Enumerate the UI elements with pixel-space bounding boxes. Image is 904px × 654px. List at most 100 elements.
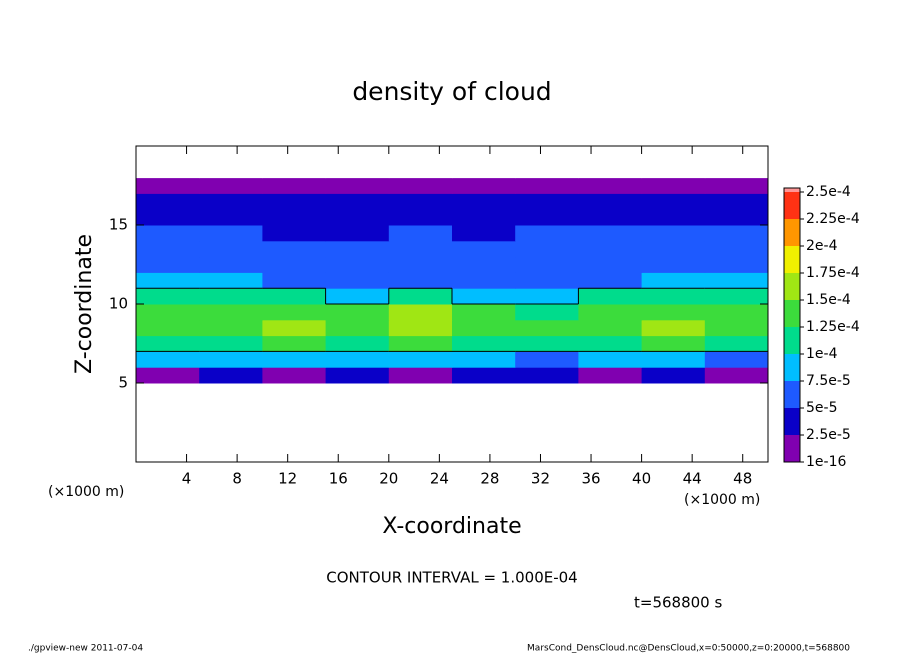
heat-cell — [199, 304, 263, 321]
heat-cell — [388, 351, 453, 368]
colorbar-band — [784, 435, 800, 462]
heat-cell — [515, 304, 579, 321]
heat-cell — [325, 414, 390, 431]
heat-cell — [199, 430, 263, 447]
heat-cell — [515, 146, 579, 163]
heat-cell — [136, 319, 200, 337]
heat-cell — [136, 146, 200, 163]
heat-cell — [452, 209, 516, 226]
colorbar-label: 2.5e-4 — [806, 184, 851, 200]
x-axis-label: X-coordinate — [382, 514, 521, 539]
heat-cell — [388, 146, 453, 163]
heat-cell — [388, 177, 453, 194]
heat-cell — [578, 177, 643, 194]
heat-cell — [515, 335, 579, 352]
heat-cell — [199, 161, 263, 179]
colorbar-band — [784, 219, 800, 246]
heat-cell — [452, 383, 516, 400]
heat-cell — [515, 209, 579, 226]
heat-cell — [452, 256, 516, 273]
x-tick-label: 44 — [683, 470, 702, 488]
x-unit: (×1000 m) — [684, 492, 760, 508]
heat-cell — [704, 398, 769, 416]
heat-cell — [515, 288, 579, 305]
x-tick-label: 48 — [733, 470, 752, 488]
heat-cell — [641, 335, 706, 352]
heat-cell — [578, 304, 643, 321]
heat-cell — [452, 161, 516, 179]
heat-cell — [325, 367, 390, 384]
heat-cell — [199, 367, 263, 384]
heat-cell — [704, 177, 769, 194]
heat-cell — [452, 304, 516, 321]
heat-cell — [136, 367, 200, 384]
heat-cell — [136, 398, 200, 416]
heat-cell — [704, 446, 769, 463]
colorbar-band — [784, 188, 800, 192]
heat-cell — [641, 209, 706, 226]
colorbar-label: 1.25e-4 — [806, 319, 860, 335]
footer-right: MarsCond_DensCloud.nc@DensCloud,x=0:5000… — [527, 644, 850, 654]
colorbar-label: 2e-4 — [806, 238, 838, 254]
heat-cell — [515, 383, 579, 400]
colorbar-label: 1e-4 — [806, 346, 838, 362]
heat-cell — [641, 367, 706, 384]
heat-cell — [704, 430, 769, 447]
heat-cell — [136, 446, 200, 463]
heat-cell — [578, 414, 643, 431]
heat-cell — [388, 383, 453, 400]
heat-cell — [388, 225, 453, 242]
heat-cell — [325, 256, 390, 273]
heat-cell — [388, 319, 453, 337]
heat-cell — [641, 256, 706, 273]
x-tick-label: 40 — [632, 470, 651, 488]
x-tick-label: 4 — [182, 470, 192, 488]
heat-cell — [388, 335, 453, 352]
colorbar-frame — [783, 187, 801, 463]
y-axis-label: Z-coordinate — [72, 234, 97, 374]
heat-cell — [704, 225, 769, 242]
heat-cell — [452, 193, 516, 210]
heat-cell — [515, 398, 579, 416]
heat-cell — [704, 414, 769, 431]
heat-cell — [262, 446, 327, 463]
colorbar-label: 7.5e-5 — [806, 373, 851, 389]
heat-cell — [452, 398, 516, 416]
heat-cell — [704, 288, 769, 305]
heat-cell — [578, 225, 643, 242]
heat-cell — [388, 272, 453, 289]
heat-cell — [578, 209, 643, 226]
heat-cell — [704, 319, 769, 337]
heat-cell — [578, 240, 643, 258]
heat-cell — [325, 225, 390, 242]
heat-cell — [641, 288, 706, 305]
heat-cell — [325, 193, 390, 210]
heat-cell — [641, 446, 706, 463]
heat-cell — [325, 304, 390, 321]
heat-cell — [641, 304, 706, 321]
x-tick-label: 32 — [531, 470, 550, 488]
heat-cell — [325, 177, 390, 194]
heat-cell — [199, 146, 263, 163]
colorbar-label: 1.75e-4 — [806, 265, 860, 281]
heat-cell — [325, 146, 390, 163]
heat-cell — [641, 177, 706, 194]
heat-cell — [325, 240, 390, 258]
heat-cell — [325, 446, 390, 463]
heat-cell — [704, 272, 769, 289]
colorbar-label: 2.5e-5 — [806, 427, 851, 443]
heat-cell — [199, 414, 263, 431]
heat-cell — [641, 146, 706, 163]
heat-cell — [704, 367, 769, 384]
heat-cell — [578, 383, 643, 400]
heat-cell — [136, 193, 200, 210]
heat-cell — [578, 288, 643, 305]
heat-cell — [578, 319, 643, 337]
heat-cell — [704, 351, 769, 368]
heat-cell — [578, 367, 643, 384]
heat-cell — [704, 335, 769, 352]
heat-cell — [199, 351, 263, 368]
heat-cell — [262, 414, 327, 431]
heat-cell — [262, 351, 327, 368]
y-tick-label: 5 — [118, 374, 128, 392]
